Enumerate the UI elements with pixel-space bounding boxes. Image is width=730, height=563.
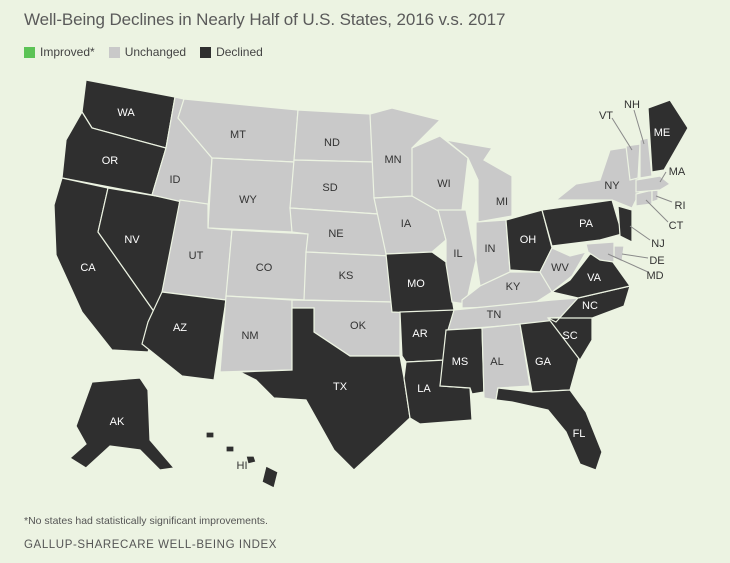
state-tx[interactable] — [239, 307, 411, 471]
map-title: Well-Being Declines in Nearly Half of U.… — [24, 10, 506, 29]
label-oh: OH — [520, 234, 537, 246]
state-nh[interactable] — [639, 137, 653, 179]
label-id: ID — [170, 174, 181, 186]
label-vt: VT — [599, 110, 613, 122]
leader-line-de — [621, 253, 649, 259]
legend-swatch-unchanged — [108, 46, 120, 58]
label-ct: CT — [669, 220, 684, 232]
label-nv: NV — [124, 234, 140, 246]
label-mo: MO — [407, 278, 425, 290]
label-az: AZ — [173, 322, 187, 334]
label-ky: KY — [506, 281, 521, 293]
label-wi: WI — [437, 178, 450, 190]
label-nd: ND — [324, 137, 340, 149]
legend-label-declined: Declined — [216, 45, 263, 59]
label-tn: TN — [487, 309, 502, 321]
leader-line-nh — [633, 109, 645, 145]
leader-line-ct — [645, 199, 669, 223]
leader-lines — [607, 109, 673, 273]
label-ne: NE — [328, 228, 343, 240]
label-de: DE — [649, 255, 664, 267]
leader-line-vt — [611, 117, 633, 151]
label-ut: UT — [189, 250, 204, 262]
label-ks: KS — [339, 270, 354, 282]
legend-label-unchanged: Unchanged — [124, 45, 187, 59]
leader-line-ri — [655, 195, 673, 203]
label-sd: SD — [322, 182, 337, 194]
label-wv: WV — [551, 262, 569, 274]
state-me[interactable] — [647, 99, 689, 173]
label-nh: NH — [624, 99, 640, 111]
state-labels: WA OR CA NV ID MT WY UT AZ CO NM ND SD N… — [80, 99, 686, 472]
legend-item-improved: Improved* — [24, 45, 95, 59]
state-hi-island-maui — [245, 455, 257, 465]
footnote: *No states had statistically significant… — [24, 515, 268, 527]
label-nc: NC — [582, 300, 598, 312]
state-md[interactable] — [585, 241, 615, 263]
state-hi-island-kauai — [205, 431, 215, 439]
label-ok: OK — [350, 320, 367, 332]
label-al: AL — [490, 356, 503, 368]
state-vt[interactable] — [625, 143, 641, 181]
label-co: CO — [256, 262, 273, 274]
label-wa: WA — [117, 107, 135, 119]
label-md: MD — [646, 270, 663, 282]
state-fl[interactable] — [495, 387, 603, 471]
label-va: VA — [587, 272, 602, 284]
label-mt: MT — [230, 129, 246, 141]
label-la: LA — [417, 383, 431, 395]
label-or: OR — [102, 155, 119, 167]
state-ak[interactable] — [68, 377, 176, 471]
label-mi: MI — [496, 196, 508, 208]
label-hi: HI — [237, 460, 248, 472]
legend-item-unchanged: Unchanged — [108, 45, 187, 59]
state-nj[interactable] — [617, 205, 633, 243]
state-wv[interactable] — [539, 247, 588, 293]
legend-swatch-declined — [200, 46, 212, 58]
state-pa[interactable] — [541, 199, 623, 247]
state-hi-island-oahu — [225, 445, 235, 453]
label-il: IL — [453, 248, 462, 260]
label-me: ME — [654, 127, 671, 139]
leader-line-nj — [629, 225, 651, 241]
label-tx: TX — [333, 381, 348, 393]
leader-line-md — [607, 253, 649, 273]
label-ga: GA — [535, 356, 552, 368]
state-hi[interactable] — [261, 465, 279, 489]
label-fl: FL — [573, 428, 586, 440]
legend-swatch-improved — [24, 46, 35, 58]
label-nj: NJ — [651, 238, 664, 250]
label-nm: NM — [241, 330, 258, 342]
state-il[interactable] — [437, 209, 477, 305]
label-ia: IA — [401, 218, 412, 230]
label-ny: NY — [604, 180, 620, 192]
legend-item-declined: Declined — [200, 45, 263, 59]
label-ak: AK — [110, 416, 125, 428]
label-ar: AR — [412, 328, 427, 340]
label-in: IN — [485, 243, 496, 255]
label-sc: SC — [562, 330, 577, 342]
label-ms: MS — [452, 356, 469, 368]
label-mn: MN — [384, 154, 401, 166]
label-ca: CA — [80, 262, 96, 274]
label-ma: MA — [669, 166, 686, 178]
label-wy: WY — [239, 194, 257, 206]
label-ri: RI — [675, 200, 686, 212]
legend: Improved* Unchanged Declined — [24, 45, 277, 59]
leader-line-ma — [659, 171, 667, 183]
source-credit: GALLUP-SHARECARE WELL-BEING INDEX — [24, 539, 278, 551]
legend-label-improved: Improved* — [40, 45, 95, 59]
label-pa: PA — [579, 218, 594, 230]
state-mi[interactable] — [443, 139, 513, 223]
